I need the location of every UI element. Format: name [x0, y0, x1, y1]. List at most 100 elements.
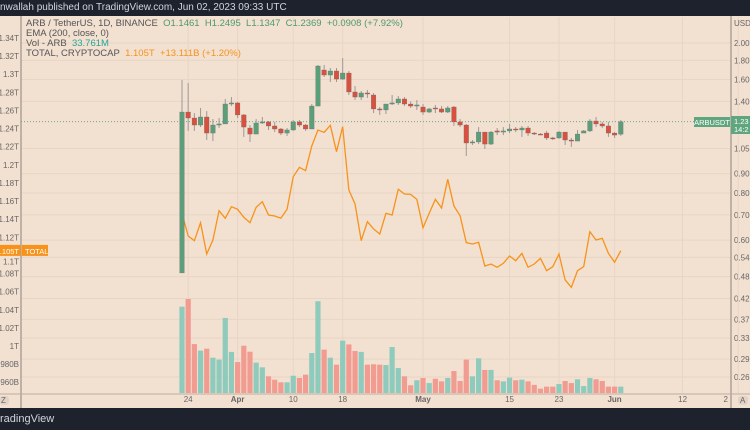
volume-bar — [401, 376, 408, 393]
candle — [519, 125, 525, 137]
volume-bar — [525, 381, 531, 393]
candle-body — [253, 122, 259, 135]
total-price-tag-value: 1.105T — [0, 247, 19, 256]
candle-body — [513, 128, 519, 131]
volume-bar — [494, 380, 500, 393]
candle-body — [222, 103, 228, 125]
candle-body — [179, 111, 185, 274]
volume-bar — [395, 368, 401, 393]
candle — [346, 70, 352, 95]
x-axis-tick: 12 — [678, 395, 687, 404]
publish-text: nwallah published on TradingView.com, Ju… — [0, 2, 287, 13]
candle — [402, 97, 407, 107]
total-tag — [22, 244, 48, 256]
candle-body — [383, 103, 389, 111]
candle-body — [587, 120, 593, 132]
left-axis-tick: 1.18T — [0, 179, 19, 188]
candle — [352, 86, 358, 101]
volume-bar — [438, 381, 445, 393]
volume-bar — [333, 364, 340, 393]
total-series-label[interactable]: TOTAL, CRYPTOCAP — [26, 48, 120, 59]
right-axis-tick: 2.00 — [734, 39, 750, 48]
total-change: +13.111B (+1.20%) — [159, 48, 241, 59]
tradingview-logo[interactable]: radingView — [0, 413, 55, 425]
left-axis-tick: 1T — [10, 342, 19, 351]
volume-bar — [296, 377, 303, 393]
candle-body — [556, 131, 562, 139]
right-axis-tick: 0.26 — [734, 373, 750, 382]
total-tag-label: TOTAL — [25, 247, 48, 256]
volume-bar — [309, 353, 315, 393]
candle — [327, 68, 333, 83]
candle — [500, 127, 506, 136]
currency-label: USD — [734, 19, 750, 28]
candle-body — [537, 133, 543, 136]
volume-bar — [216, 359, 222, 393]
candle — [303, 123, 309, 131]
candle-body — [605, 125, 611, 134]
candle-body — [593, 120, 599, 125]
candle-body — [470, 141, 475, 144]
candle — [451, 106, 457, 126]
candle — [457, 119, 463, 128]
left-axis-tick: 1.08T — [0, 270, 19, 279]
candle-body — [315, 65, 321, 107]
candle-body — [228, 102, 234, 105]
right-axis-tick: 1.60 — [734, 76, 750, 85]
candle-body — [562, 131, 568, 141]
candle — [432, 104, 438, 114]
ema-indicator-label[interactable]: EMA (200, close, 0) — [26, 28, 109, 39]
candle — [463, 123, 469, 157]
left-axis-tick: 1.12T — [0, 233, 19, 242]
candle — [426, 107, 432, 114]
volume-bar — [414, 380, 420, 393]
volume-bar — [408, 385, 414, 393]
candle — [247, 125, 253, 142]
left-axis-tick: 1.24T — [0, 125, 19, 134]
right-axis-tick: 0.42 — [734, 295, 750, 304]
price-tag-value: 1.23 — [734, 117, 749, 126]
volume-bar — [235, 362, 241, 393]
candle — [537, 133, 543, 136]
symbol-label[interactable]: ARB / TetherUS, 1D, BINANCE — [26, 18, 158, 29]
candle-body — [364, 92, 370, 95]
candle — [507, 123, 512, 134]
volume-bar — [519, 379, 525, 393]
high-value: H1.2495 — [204, 18, 241, 29]
left-axis-tick: 1.14T — [0, 215, 19, 224]
volume-bar — [358, 351, 364, 393]
volume-bar — [550, 386, 556, 393]
candle — [383, 103, 389, 115]
volume-bar — [210, 357, 216, 393]
left-axis-tick: 1.3T — [3, 70, 19, 79]
candle-body — [507, 128, 512, 132]
right-axis-tick: 0.37 — [734, 315, 750, 324]
volume-bar — [544, 386, 550, 393]
volume-bar — [241, 345, 247, 393]
volume-bar — [185, 299, 191, 393]
volume-bar — [513, 380, 519, 393]
low-value: L1.1347 — [246, 18, 281, 29]
volume-bar — [562, 380, 568, 393]
candle-body — [327, 70, 333, 76]
volume-bar — [340, 340, 346, 393]
volume-bar — [321, 349, 327, 393]
volume-bar — [506, 377, 513, 393]
candle — [550, 136, 556, 141]
right-axis-tick: 1.80 — [734, 56, 750, 65]
volume-bar — [587, 377, 593, 393]
candle-body — [432, 107, 438, 110]
candle — [179, 79, 185, 274]
right-axis-tick: 0.80 — [734, 189, 750, 198]
candle-body — [618, 121, 624, 135]
left-axis-tick: 960B — [0, 378, 19, 387]
volume-indicator-label[interactable]: Vol - ARB — [26, 38, 67, 49]
candle-body — [402, 98, 407, 105]
volume-bar — [556, 383, 562, 393]
candle-body — [303, 124, 309, 130]
candle — [587, 119, 593, 133]
candle-body — [185, 111, 191, 119]
right-axis-tick: 0.54 — [734, 253, 750, 262]
candle — [593, 116, 599, 128]
